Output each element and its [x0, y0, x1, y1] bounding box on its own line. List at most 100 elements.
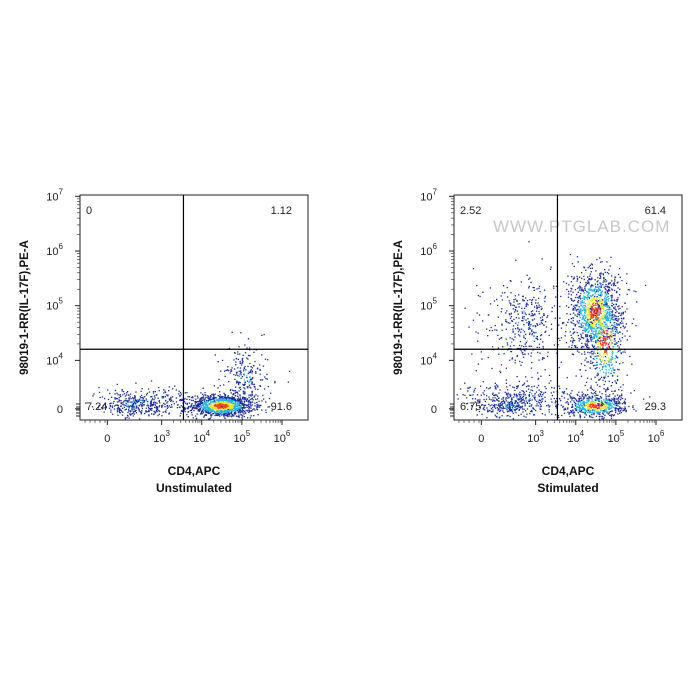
event-dot: [116, 404, 118, 406]
event-dot: [530, 281, 532, 284]
event-dot: [213, 396, 215, 399]
event-dot: [244, 388, 246, 390]
event-dot: [229, 409, 232, 411]
event-dot: [589, 396, 591, 398]
event-dot: [200, 413, 202, 415]
event-dot: [157, 397, 159, 399]
event-dot: [602, 413, 605, 415]
event-dot: [587, 294, 589, 296]
event-dot: [200, 402, 202, 405]
event-dot: [209, 403, 211, 405]
scatter-points: [456, 241, 651, 420]
event-dot: [588, 404, 590, 406]
event-dot: [523, 318, 525, 320]
event-dot: [270, 392, 272, 394]
event-dot: [516, 299, 518, 302]
event-dot: [620, 327, 622, 329]
event-dot: [610, 403, 612, 405]
event-dot: [522, 411, 524, 413]
event-dot: [218, 397, 221, 400]
event-dot: [567, 411, 569, 413]
event-dot: [608, 380, 610, 382]
event-dot: [543, 313, 545, 315]
event-dot: [584, 359, 586, 361]
event-dot: [151, 404, 153, 407]
event-dot: [251, 381, 253, 383]
event-dot: [499, 403, 502, 405]
event-dot: [605, 389, 607, 391]
event-dot: [179, 399, 182, 401]
event-dot: [519, 303, 521, 305]
event-dot: [525, 319, 527, 321]
event-dot: [207, 397, 210, 399]
event-dot: [607, 306, 609, 308]
event-dot: [611, 319, 613, 321]
event-dot: [125, 398, 127, 400]
event-dot: [603, 314, 605, 316]
event-dot: [523, 310, 525, 312]
event-dot: [600, 376, 603, 378]
event-dot: [576, 320, 578, 322]
event-dot: [222, 414, 224, 416]
event-dot: [244, 412, 247, 414]
event-dot: [179, 391, 182, 394]
event-dot: [217, 413, 219, 415]
event-dot: [608, 366, 611, 368]
event-dot: [161, 415, 163, 417]
event-dot: [610, 318, 612, 320]
event-dot: [599, 345, 602, 347]
event-dot: [618, 324, 621, 326]
event-dot: [590, 320, 592, 323]
event-dot: [531, 399, 533, 401]
event-dot: [248, 404, 250, 406]
event-dot: [588, 281, 590, 283]
event-dot: [603, 286, 605, 288]
event-dot: [125, 402, 127, 405]
event-dot: [492, 409, 494, 411]
event-dot: [572, 353, 575, 356]
event-dot: [595, 402, 597, 404]
event-dot: [620, 340, 622, 342]
event-dot: [609, 321, 612, 324]
event-dot: [150, 401, 152, 403]
event-dot: [591, 353, 593, 355]
event-dot: [526, 274, 528, 276]
event-dot: [593, 389, 595, 391]
event-dot: [585, 414, 587, 416]
event-dot: [539, 291, 541, 293]
event-dot: [116, 398, 118, 400]
event-dot: [214, 407, 217, 410]
event-dot: [242, 360, 244, 363]
event-dot: [575, 305, 578, 307]
event-dot: [234, 413, 236, 415]
event-dot: [572, 319, 574, 322]
event-dot: [607, 343, 610, 345]
event-dot: [204, 407, 207, 409]
event-dot: [271, 410, 273, 412]
event-dot: [599, 307, 602, 309]
event-dot: [517, 331, 520, 333]
event-dot: [255, 349, 258, 351]
event-dot: [527, 328, 530, 330]
event-dot: [588, 278, 590, 280]
event-dot: [209, 403, 212, 405]
event-dot: [591, 305, 593, 307]
event-dot: [594, 317, 597, 319]
event-dot: [626, 308, 628, 310]
event-dot: [138, 404, 140, 407]
event-dot: [573, 339, 576, 342]
event-dot: [609, 320, 611, 322]
event-dot: [587, 290, 589, 293]
event-dot: [131, 410, 133, 412]
event-dot: [251, 391, 253, 393]
event-dot: [165, 399, 167, 402]
event-dot: [582, 329, 584, 332]
event-dot: [510, 280, 512, 282]
event-dot: [600, 286, 602, 288]
event-dot: [592, 409, 594, 411]
event-dot: [468, 326, 470, 328]
event-dot: [567, 407, 569, 409]
event-dot: [171, 396, 174, 398]
event-dot: [603, 376, 605, 378]
y-tick-label: 106: [420, 242, 437, 258]
